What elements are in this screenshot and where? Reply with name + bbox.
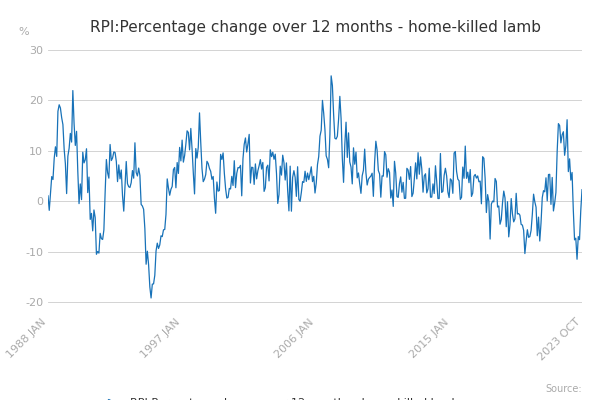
Title: RPI:Percentage change over 12 months - home-killed lamb: RPI:Percentage change over 12 months - h… [89,20,541,35]
Legend: RPI:Percentage change over 12 months - home-killed lamb: RPI:Percentage change over 12 months - h… [92,394,463,400]
Text: Source:: Source: [545,384,582,394]
Text: %: % [19,27,29,37]
